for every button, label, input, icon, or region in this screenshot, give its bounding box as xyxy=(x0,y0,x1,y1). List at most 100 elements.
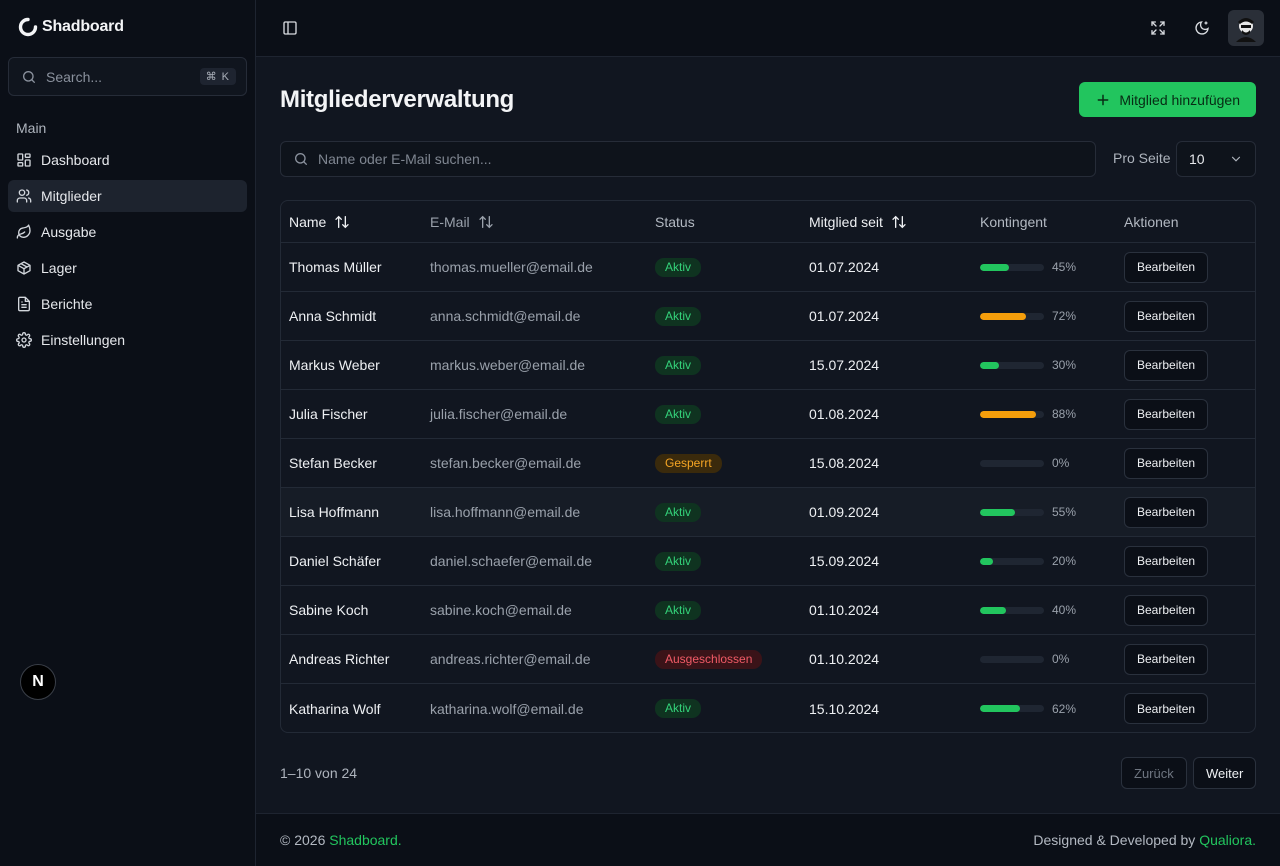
leaf-icon xyxy=(16,224,31,239)
sidebar-item-mitglieder[interactable]: Mitglieder xyxy=(8,180,247,212)
table-row: Julia Fischer julia.fischer@email.de Aktiv… xyxy=(281,390,1255,439)
topbar xyxy=(256,0,1280,57)
quota-bar-fill xyxy=(980,508,1016,516)
member-search-input[interactable] xyxy=(318,151,1083,167)
avatar[interactable] xyxy=(1228,10,1264,46)
quota-bar xyxy=(980,508,1044,516)
edit-button[interactable]: Bearbeiten xyxy=(1124,349,1209,381)
cell-quota: 88% xyxy=(980,407,1124,421)
header-quota: Kontingent xyxy=(980,214,1124,230)
cell-actions: Bearbeiten xyxy=(1124,496,1255,528)
header-email[interactable]: E-Mail xyxy=(430,214,655,230)
sidebar-item-lager[interactable]: Lager xyxy=(8,252,247,284)
cell-email: lisa.hoffmann@email.de xyxy=(430,504,581,520)
sidebar-search[interactable]: Search... ⌘ K xyxy=(8,57,247,96)
table-row: Andreas Richter andreas.richter@email.de A… xyxy=(281,635,1255,684)
brand-logo[interactable]: Shadboard xyxy=(18,17,124,37)
cell-name: Katharina Wolf xyxy=(289,700,381,717)
edit-button[interactable]: Bearbeiten xyxy=(1124,300,1209,332)
cell-email: andreas.richter@email.de xyxy=(430,651,591,667)
table-row: Thomas Müller thomas.mueller@email.de Akti… xyxy=(281,243,1255,292)
edit-button[interactable]: Bearbeiten xyxy=(1124,545,1209,577)
quota-percent: 0% xyxy=(1052,652,1070,666)
edit-button[interactable]: Bearbeiten xyxy=(1124,447,1209,479)
nextjs-badge[interactable]: N xyxy=(20,664,56,700)
sidebar-item-einstellungen[interactable]: Einstellungen xyxy=(8,324,247,356)
cell-since: 01.10.2024 xyxy=(809,602,880,618)
status-badge: Aktiv xyxy=(655,355,702,375)
edit-button[interactable]: Bearbeiten xyxy=(1124,594,1209,626)
quota-bar xyxy=(980,263,1044,271)
table-row: Markus Weber markus.weber@email.de Aktiv 15… xyxy=(281,341,1255,390)
sidebar-nav: Dashboard Mitglieder Ausgabe Lager Beric… xyxy=(8,144,247,360)
cell-email: katharina.wolf@email.de xyxy=(430,700,584,717)
cell-since: 15.08.2024 xyxy=(809,455,880,471)
sidebar-item-label: Dashboard xyxy=(41,152,110,168)
prev-page-button[interactable]: Zurück xyxy=(1121,757,1187,789)
avatar-image-icon xyxy=(1232,14,1260,42)
sidebar-item-ausgabe[interactable]: Ausgabe xyxy=(8,216,247,248)
plus-icon xyxy=(1097,94,1109,105)
quota-bar xyxy=(980,705,1044,712)
next-label: Weiter xyxy=(1206,765,1244,781)
header-name[interactable]: Name xyxy=(281,214,430,230)
cell-actions: Bearbeiten xyxy=(1124,594,1255,626)
sidebar-item-dashboard[interactable]: Dashboard xyxy=(8,144,247,176)
logo-icon xyxy=(18,17,38,37)
edit-button[interactable]: Bearbeiten xyxy=(1124,643,1209,675)
badge-letter: N xyxy=(32,673,44,690)
edit-button[interactable]: Bearbeiten xyxy=(1124,398,1209,430)
member-search[interactable] xyxy=(280,141,1096,177)
sidebar-item-berichte[interactable]: Berichte xyxy=(8,288,247,320)
quota-bar xyxy=(980,361,1044,369)
status-badge: Aktiv xyxy=(655,502,702,522)
footer-right: Designed & Developed by Qualiora. xyxy=(1033,832,1256,848)
status-badge: Ausgeschlossen xyxy=(655,649,763,669)
edit-button[interactable]: Bearbeiten xyxy=(1124,496,1209,528)
search-shortcut: ⌘ K xyxy=(199,68,236,85)
table-row: Anna Schmidt anna.schmidt@email.de Aktiv 01… xyxy=(281,292,1255,341)
table-row: Sabine Koch sabine.koch@email.de Aktiv 01.1… xyxy=(281,586,1255,635)
cell-actions: Bearbeiten xyxy=(1124,447,1255,479)
prev-label: Zurück xyxy=(1134,765,1174,781)
quota-percent: 20% xyxy=(1052,554,1077,568)
search-icon xyxy=(295,153,307,165)
fullscreen-button[interactable] xyxy=(1140,10,1176,46)
header-since-label: Mitglied seit xyxy=(809,213,883,230)
chevron-down-icon xyxy=(1231,156,1241,162)
edit-button[interactable]: Bearbeiten xyxy=(1124,251,1209,283)
edit-button[interactable]: Bearbeiten xyxy=(1124,693,1209,724)
cell-email: stefan.becker@email.de xyxy=(430,455,582,471)
per-page-select[interactable]: 10 xyxy=(1176,141,1256,177)
next-page-button[interactable]: Weiter xyxy=(1193,757,1257,789)
cell-quota: 40% xyxy=(980,603,1124,617)
moon-icon xyxy=(1195,21,1209,35)
cell-actions: Bearbeiten xyxy=(1124,398,1255,430)
per-page-value: 10 xyxy=(1189,151,1205,167)
quota-percent: 88% xyxy=(1052,407,1077,421)
theme-toggle-button[interactable] xyxy=(1184,10,1220,46)
footer-left: © 2026 Shadboard. xyxy=(280,832,402,848)
dashboard-icon xyxy=(17,153,31,167)
credit-link[interactable]: Qualiora. xyxy=(1199,832,1256,848)
fullscreen-icon xyxy=(1151,21,1165,35)
add-member-button[interactable]: Mitglied hinzufügen xyxy=(1079,82,1256,117)
quota-bar-fill xyxy=(980,410,1037,418)
table-body: Thomas Müller thomas.mueller@email.de Akti… xyxy=(281,243,1255,732)
cell-since: 15.10.2024 xyxy=(809,700,880,717)
header-since[interactable]: Mitglied seit xyxy=(809,214,980,230)
cell-name: Thomas Müller xyxy=(289,259,382,275)
sidebar-item-label: Lager xyxy=(41,260,77,276)
brand-link[interactable]: Shadboard. xyxy=(329,832,402,848)
header-quota-label: Kontingent xyxy=(980,213,1047,230)
quota-bar xyxy=(980,655,1044,663)
sidebar-toggle-button[interactable] xyxy=(272,10,308,46)
sort-icon xyxy=(479,215,493,228)
cell-name: Stefan Becker xyxy=(289,455,377,471)
cell-status: Aktiv xyxy=(655,600,809,620)
cell-since: 15.07.2024 xyxy=(809,357,880,373)
sort-icon xyxy=(335,215,350,228)
add-member-label: Mitglied hinzufügen xyxy=(1119,91,1240,108)
cell-quota: 45% xyxy=(980,260,1124,274)
quota-bar xyxy=(980,410,1044,418)
